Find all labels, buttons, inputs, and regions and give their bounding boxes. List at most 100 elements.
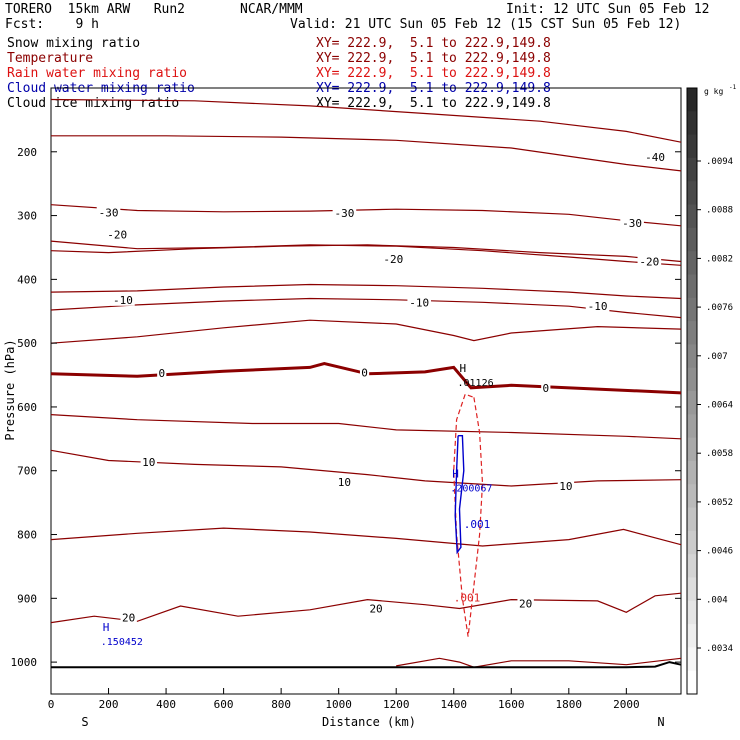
colorbar-tick-label: .0034: [706, 644, 733, 654]
contour-label: 10: [559, 480, 572, 493]
init-time: Init: 12 UTC Sun 05 Feb 12: [506, 2, 710, 17]
contour-label: 10: [338, 476, 351, 489]
valid-time: Valid: 21 UTC Sun 05 Feb 12 (15 CST Sun …: [290, 17, 682, 32]
y-tick-label: 200: [17, 146, 37, 159]
colorbar-segment: [687, 181, 697, 206]
x-tick-label: 1600: [498, 698, 525, 711]
contour-label-bg: [643, 150, 667, 163]
contour-label-bg: [407, 296, 432, 309]
colorbar-segment: [687, 647, 697, 672]
temperature-contour-line: [50, 204, 682, 227]
y-tick-label: 1000: [11, 656, 38, 669]
temperature-contour-line: [50, 362, 682, 395]
x-tick-label: 1400: [440, 698, 467, 711]
south-end-label: S: [81, 715, 88, 729]
colorbar-segment: [687, 321, 697, 345]
colorbar-segment: [687, 274, 697, 299]
contour-label-bg: [111, 293, 135, 306]
contour-label-bg: [140, 455, 158, 468]
colorbar-segment: [687, 88, 697, 112]
colorbar-tick-label: .0082: [706, 254, 733, 264]
colorbar-segment: [687, 600, 697, 625]
colorbar-segment: [687, 157, 697, 182]
contour-label: -30: [622, 217, 642, 230]
field-xy-range: XY= 222.9, 5.1 to 222.9,149.8: [316, 51, 551, 66]
contour-label-bg: [557, 480, 575, 493]
x-tick-label: 1800: [556, 698, 583, 711]
field-xy-range: XY= 222.9, 5.1 to 222.9,149.8: [316, 96, 551, 111]
contour-label-bg: [96, 206, 121, 219]
colorbar-segment: [687, 484, 697, 509]
contour-label: 0: [542, 382, 549, 395]
high-marker-value: .200067: [450, 484, 492, 495]
contour-label-bg: [359, 366, 370, 379]
contour-label: 0: [158, 367, 165, 380]
colorbar-tick-label: .0064: [706, 401, 733, 411]
temperature-contour-line: [50, 592, 682, 624]
field-name: Snow mixing ratio: [7, 36, 141, 51]
y-tick-label: 300: [17, 210, 37, 223]
field-xy-range: XY= 222.9, 5.1 to 222.9,149.8: [316, 36, 551, 51]
colorbar-segment: [687, 344, 697, 369]
north-end-label: N: [657, 715, 664, 729]
contour-label: -40: [645, 151, 665, 164]
field-name: Temperature: [7, 51, 94, 66]
x-tick-label: 1000: [325, 698, 352, 711]
colorbar-segment: [687, 624, 697, 648]
contour-label: -20: [107, 229, 127, 242]
x-tick-label: 0: [48, 698, 55, 711]
contour-label: -20: [383, 253, 403, 266]
contour-label-bg: [336, 476, 353, 489]
temperature-contour-line: [50, 527, 682, 547]
colorbar-unit-exponent: -1: [729, 84, 737, 91]
contour-label: -10: [409, 296, 429, 309]
x-tick-label: 800: [271, 698, 291, 711]
contour-label: -10: [113, 294, 133, 307]
colorbar-tick-label: .0076: [706, 303, 733, 313]
temperature-contour-line: [50, 98, 682, 143]
colorbar-tick-label: .0052: [706, 498, 733, 508]
contour-label-bg: [381, 252, 406, 265]
y-tick-label: 700: [17, 465, 37, 478]
contour-label: -30: [334, 207, 354, 220]
colorbar-segment: [687, 227, 697, 252]
temperature-contour-line: [50, 414, 682, 440]
contour-label: -20: [639, 256, 659, 269]
contour-label-bg: [157, 367, 167, 380]
field-name: Rain water mixing ratio: [7, 66, 188, 81]
rain-contour-label: .001: [454, 592, 481, 605]
forecast-hour: Fcst: 9 h: [5, 17, 99, 32]
field-xy-range: XY= 222.9, 5.1 to 222.9,149.8: [316, 66, 551, 81]
x-axis-label: Distance (km): [322, 715, 416, 729]
temperature-contour-line: [50, 244, 682, 263]
y-tick-label: 500: [17, 337, 37, 350]
colorbar-frame: [686, 87, 698, 695]
ground-surface-line: [51, 661, 682, 669]
contour-label: -30: [99, 206, 119, 219]
contour-label: 20: [122, 611, 135, 624]
contour-label-bg: [105, 228, 129, 241]
colorbar-segment: [687, 530, 697, 555]
contour-label-bg: [120, 611, 137, 624]
y-tick-label: 800: [17, 529, 37, 542]
x-tick-label: 400: [156, 698, 176, 711]
temperature-contour-line: [51, 135, 682, 172]
contour-label-bg: [332, 207, 357, 220]
colorbar-tick-label: .007: [706, 352, 728, 362]
colorbar-segment: [687, 577, 697, 602]
cloud-water-contour: [454, 435, 465, 555]
plot-frame: [50, 87, 682, 695]
high-marker-letter: H: [459, 362, 466, 375]
colorbar-tick-label: .0094: [706, 157, 733, 167]
org-label: NCAR/MMM: [240, 2, 303, 17]
colorbar-segment: [687, 251, 697, 275]
colorbar-segment: [687, 204, 697, 229]
colorbar-segment: [687, 111, 697, 136]
x-tick-label: 1200: [383, 698, 410, 711]
colorbar-tick-label: .004: [706, 595, 728, 605]
cloud-water-contour-label: .001: [464, 518, 491, 531]
model-title: TORERO 15km ARW Run2: [5, 2, 186, 17]
colorbar-segment: [687, 297, 697, 322]
high-marker-value: .150452: [101, 637, 143, 648]
